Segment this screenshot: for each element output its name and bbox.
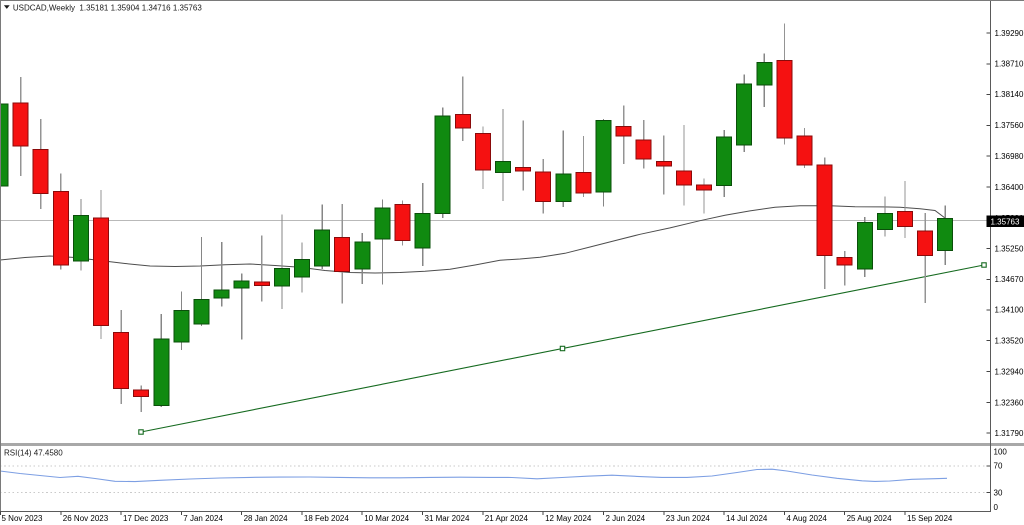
svg-text:28 Jan 2024: 28 Jan 2024 xyxy=(244,514,289,523)
svg-text:RSI(14) 47.4580: RSI(14) 47.4580 xyxy=(4,449,63,458)
svg-text:5 Nov 2023: 5 Nov 2023 xyxy=(2,514,43,523)
svg-text:1.38140: 1.38140 xyxy=(995,90,1024,99)
svg-text:12 May 2024: 12 May 2024 xyxy=(545,514,592,523)
svg-text:1.35250: 1.35250 xyxy=(995,244,1024,253)
svg-text:USDCAD,Weekly 1.35181 1.35904: USDCAD,Weekly 1.35181 1.35904 1.34716 1.… xyxy=(13,4,202,13)
svg-text:0: 0 xyxy=(994,503,999,512)
svg-text:1.34100: 1.34100 xyxy=(995,306,1024,315)
svg-text:1.33520: 1.33520 xyxy=(995,337,1024,346)
svg-text:18 Feb 2024: 18 Feb 2024 xyxy=(304,514,349,523)
svg-text:1.38710: 1.38710 xyxy=(995,60,1024,69)
svg-text:1.39290: 1.39290 xyxy=(995,29,1024,38)
svg-text:1.37560: 1.37560 xyxy=(995,121,1024,130)
svg-text:1.31790: 1.31790 xyxy=(995,429,1024,438)
svg-text:1.36980: 1.36980 xyxy=(995,152,1024,161)
svg-text:10 Mar 2024: 10 Mar 2024 xyxy=(364,514,409,523)
svg-text:1.32360: 1.32360 xyxy=(995,398,1024,407)
svg-text:21 Apr 2024: 21 Apr 2024 xyxy=(485,514,529,523)
svg-text:26 Nov 2023: 26 Nov 2023 xyxy=(63,514,109,523)
svg-text:14 Jul 2024: 14 Jul 2024 xyxy=(726,514,768,523)
svg-text:25 Aug 2024: 25 Aug 2024 xyxy=(847,514,892,523)
svg-text:17 Dec 2023: 17 Dec 2023 xyxy=(123,514,169,523)
svg-text:100: 100 xyxy=(994,447,1008,456)
svg-text:31 Mar 2024: 31 Mar 2024 xyxy=(425,514,470,523)
svg-text:1.36400: 1.36400 xyxy=(995,183,1024,192)
svg-text:4 Aug 2024: 4 Aug 2024 xyxy=(786,514,827,523)
svg-text:1.32940: 1.32940 xyxy=(995,367,1024,376)
svg-text:70: 70 xyxy=(994,462,1003,471)
svg-text:7 Jan 2024: 7 Jan 2024 xyxy=(183,514,223,523)
svg-text:1.35763: 1.35763 xyxy=(991,217,1020,226)
svg-text:30: 30 xyxy=(994,489,1003,498)
svg-text:2 Jun 2024: 2 Jun 2024 xyxy=(606,514,646,523)
svg-text:23 Jun 2024: 23 Jun 2024 xyxy=(666,514,711,523)
svg-text:15 Sep 2024: 15 Sep 2024 xyxy=(907,514,953,523)
svg-text:1.34670: 1.34670 xyxy=(995,275,1024,284)
